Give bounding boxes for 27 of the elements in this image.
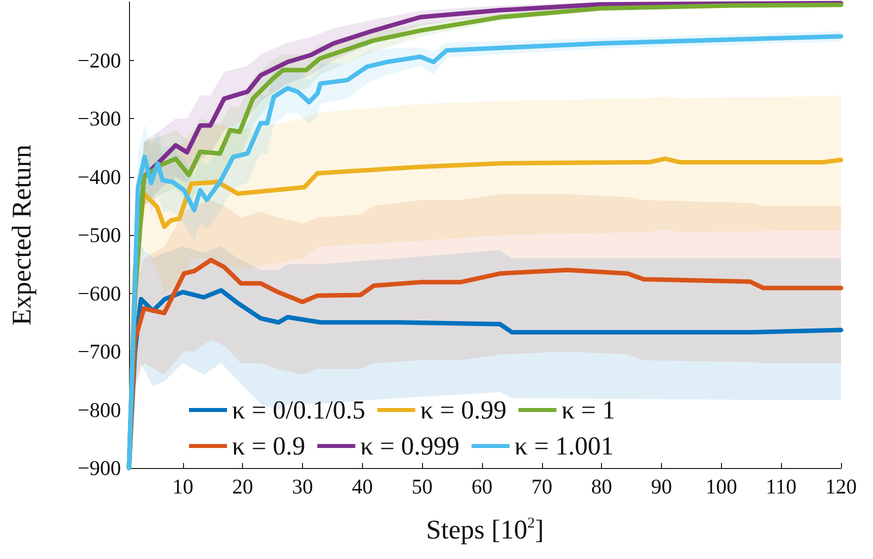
x-tick-label: 80 <box>591 474 612 498</box>
x-tick-label: 70 <box>531 474 552 498</box>
y-tick-label: −200 <box>78 48 121 72</box>
y-tick-label: −400 <box>78 164 121 189</box>
y-axis-title: Expected Return <box>6 144 36 326</box>
x-tick-label: 120 <box>825 474 857 498</box>
y-tick-label: −900 <box>78 456 121 480</box>
y-tick-label: −600 <box>78 281 121 306</box>
y-tick-label: −500 <box>78 223 121 247</box>
y-tick-label: −700 <box>78 340 121 364</box>
legend-label: κ = 1 <box>561 396 616 424</box>
legend-label: κ = 0.99 <box>420 396 506 424</box>
x-tick-label: 20 <box>232 474 254 498</box>
x-tick-label: 60 <box>472 474 493 498</box>
x-tick-label: 90 <box>651 474 672 498</box>
legend-label: κ = 0.9 <box>232 432 306 460</box>
legend-label: κ = 0.999 <box>360 432 460 460</box>
x-tick-label: 110 <box>766 474 797 498</box>
legend-label: κ = 0/0.1/0.5 <box>232 396 366 424</box>
x-tick-label: 50 <box>412 474 433 498</box>
x-tick-label: 100 <box>706 474 738 498</box>
legend-label: κ = 1.001 <box>514 432 614 460</box>
x-tick-label: 10 <box>172 474 194 498</box>
x-tick-label: 30 <box>292 474 314 498</box>
y-tick-label: −300 <box>78 106 121 130</box>
y-tick-label: −800 <box>78 398 121 422</box>
x-tick-label: 40 <box>352 474 373 498</box>
